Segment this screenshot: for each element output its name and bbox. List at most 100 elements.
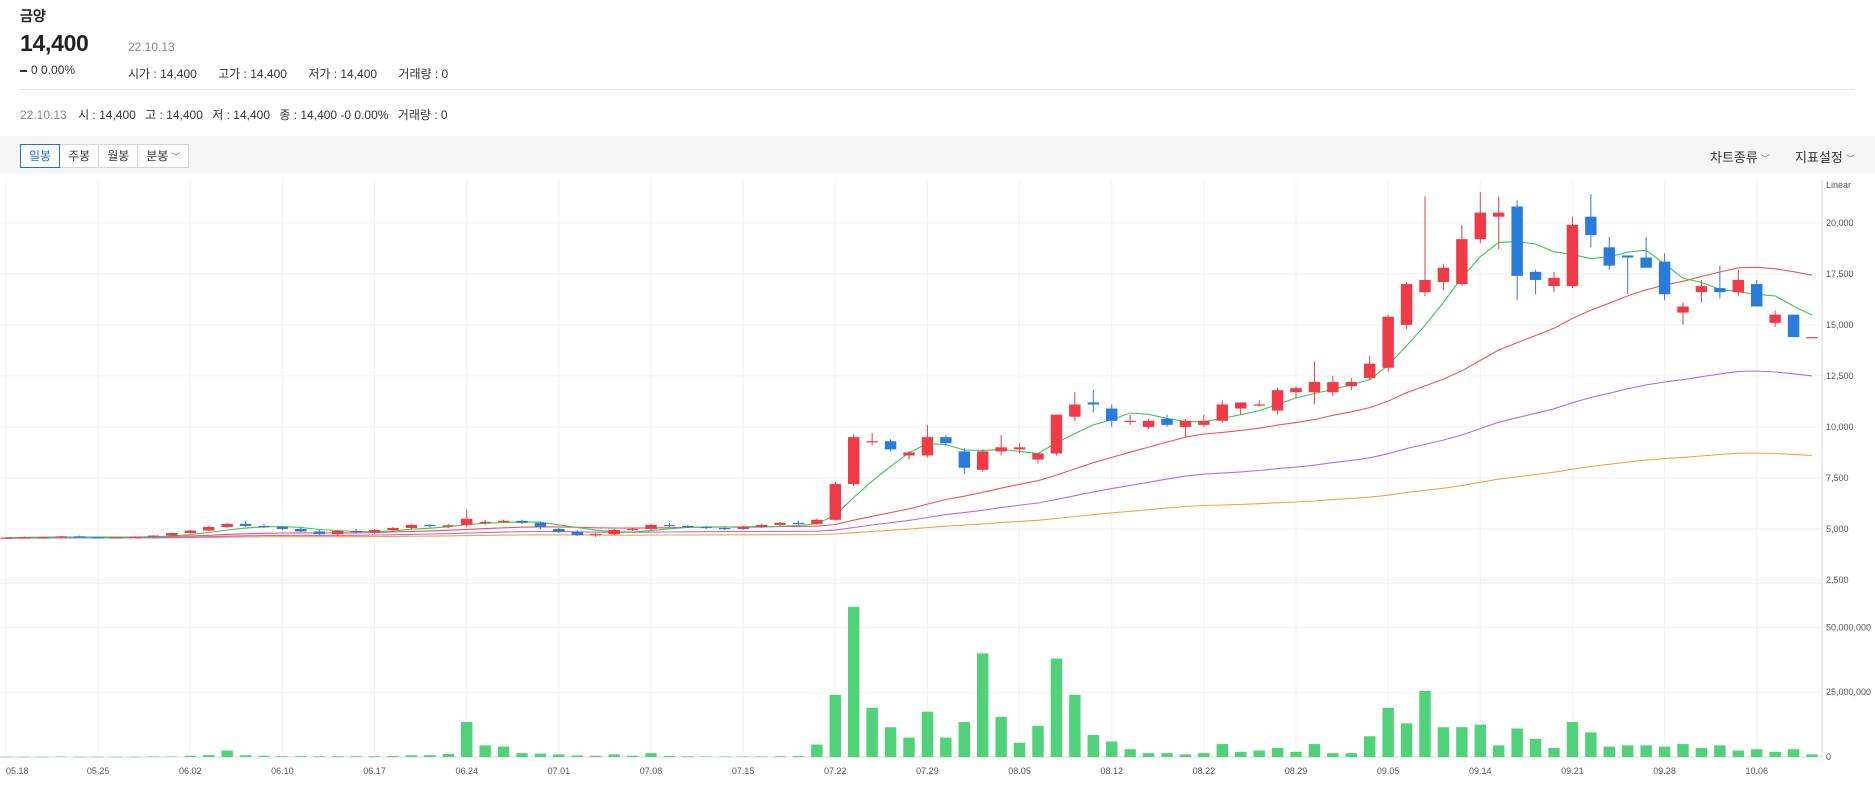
chart-type-dropdown[interactable]: 차트종류 ﹀ bbox=[1710, 147, 1770, 166]
candle-body bbox=[0, 537, 12, 539]
indicator-settings-dropdown[interactable]: 지표설정 ﹀ bbox=[1795, 147, 1855, 166]
candle-body bbox=[1566, 224, 1579, 287]
volume-bar bbox=[1511, 728, 1523, 757]
volume-bar bbox=[1290, 751, 1302, 757]
price-tick-label: 12,500 bbox=[1826, 371, 1854, 381]
candle-body bbox=[1327, 382, 1339, 393]
volume-bar bbox=[221, 750, 233, 757]
crosshair-info-line: 22.10.13 시 : 14,400 고 : 14,400 저 : 14,40… bbox=[20, 106, 454, 123]
volume-bar bbox=[792, 755, 805, 757]
volume-bar bbox=[1714, 745, 1726, 757]
candle-body bbox=[1456, 239, 1468, 285]
x-tick-label: 06.24 bbox=[455, 766, 478, 776]
candle-body bbox=[1787, 314, 1800, 338]
minute-button[interactable]: 분봉 ﹀ bbox=[137, 144, 190, 168]
daily-button[interactable]: 일봉 bbox=[20, 144, 61, 168]
candle-body bbox=[940, 437, 952, 444]
candle-body bbox=[1400, 284, 1413, 325]
x-tick-label: 08.05 bbox=[1008, 766, 1031, 776]
volume-bar bbox=[903, 737, 915, 757]
x-tick-label: 06.17 bbox=[363, 766, 386, 776]
price-tick-label: 15,000 bbox=[1826, 320, 1854, 330]
volume-bar bbox=[1364, 736, 1376, 757]
candle-body bbox=[977, 451, 989, 470]
candle-body bbox=[37, 537, 49, 539]
candle-body bbox=[682, 525, 694, 528]
candle-body bbox=[405, 524, 418, 528]
volume-bar bbox=[590, 755, 602, 757]
volume-bar bbox=[958, 722, 970, 757]
volume-bar bbox=[1382, 707, 1394, 757]
header-divider bbox=[20, 89, 1855, 90]
x-tick-label: 05.25 bbox=[87, 766, 110, 776]
candle-body bbox=[1695, 286, 1708, 293]
weekly-button[interactable]: 주봉 bbox=[59, 144, 100, 168]
candle-body bbox=[1585, 216, 1597, 236]
chart-toolbar: 일봉 주봉 월봉 분봉 ﹀ 차트종류 ﹀ 지표설정 ﹀ bbox=[0, 136, 1875, 174]
volume-bar bbox=[866, 707, 878, 757]
minute-button-label: 분봉 bbox=[146, 149, 169, 163]
candle-body bbox=[1622, 255, 1634, 258]
scale-label: Linear bbox=[1826, 180, 1851, 190]
volume-bar bbox=[1327, 753, 1339, 757]
candle-body bbox=[866, 441, 878, 443]
monthly-button[interactable]: 월봉 bbox=[98, 144, 139, 168]
volume-bar bbox=[368, 756, 381, 757]
ohlc-summary: 시가 : 14,400 고가 : 14,400 저가 : 14,400 거래량 … bbox=[128, 65, 466, 82]
candle-body bbox=[129, 536, 141, 538]
candle-body bbox=[1714, 288, 1726, 293]
x-tick-label: 10.06 bbox=[1745, 766, 1768, 776]
candle-body bbox=[313, 531, 325, 535]
volume-bar bbox=[1437, 727, 1450, 757]
candle-body bbox=[903, 452, 915, 456]
candle-body bbox=[1124, 420, 1136, 422]
volume-bar bbox=[774, 756, 786, 757]
candle-body bbox=[1308, 382, 1321, 393]
volume-bar bbox=[332, 756, 344, 757]
candle-body bbox=[884, 441, 897, 450]
volume-bar bbox=[424, 755, 436, 757]
volume-bar bbox=[1603, 746, 1615, 757]
stock-name: 금양 bbox=[20, 8, 46, 24]
x-tick-label: 07.22 bbox=[824, 766, 847, 776]
candle-body bbox=[1216, 404, 1228, 421]
volume-bar bbox=[1622, 745, 1634, 757]
candle-body bbox=[1364, 363, 1376, 378]
volume-bar bbox=[405, 755, 418, 757]
volume-bar bbox=[239, 755, 252, 757]
candle-body bbox=[1437, 267, 1450, 283]
volume-bar bbox=[1069, 694, 1081, 757]
volume-bar bbox=[147, 756, 160, 757]
candle-body bbox=[1382, 316, 1394, 368]
volume-bar bbox=[55, 756, 67, 757]
candle-body bbox=[829, 484, 841, 520]
volume-bar bbox=[1179, 754, 1192, 757]
volume-bar bbox=[553, 754, 565, 757]
candle-body bbox=[1069, 404, 1081, 417]
candle-body bbox=[239, 523, 252, 526]
x-tick-label: 09.14 bbox=[1469, 766, 1492, 776]
volume-bar bbox=[258, 755, 270, 757]
candle-body bbox=[1769, 314, 1781, 323]
candle-body bbox=[737, 526, 749, 529]
volume-bar bbox=[608, 754, 620, 757]
volume-bar bbox=[1695, 747, 1708, 757]
volume-bar bbox=[1087, 734, 1099, 757]
high-price: 고가 : 14,400 bbox=[218, 67, 287, 81]
candle-body bbox=[1751, 284, 1763, 307]
x-tick-label: 07.15 bbox=[732, 766, 755, 776]
candle-body bbox=[571, 532, 583, 536]
candle-body bbox=[534, 522, 547, 527]
ma60-line bbox=[5, 370, 1813, 539]
volume-bar bbox=[1253, 750, 1265, 757]
candle-body bbox=[921, 437, 934, 456]
volume-bar bbox=[276, 756, 289, 757]
volume-bar bbox=[1529, 738, 1542, 757]
candle-body bbox=[755, 524, 768, 527]
stock-chart[interactable]: Linear 2,500 5,000 7,500 10,000 12,500 15,000 1… bbox=[0, 180, 1875, 781]
price-tick-label: 10,000 bbox=[1826, 422, 1854, 432]
volume-bar bbox=[497, 746, 510, 757]
candle-body bbox=[1253, 404, 1265, 406]
candle-body bbox=[147, 535, 160, 537]
volume-bar bbox=[1198, 753, 1210, 757]
